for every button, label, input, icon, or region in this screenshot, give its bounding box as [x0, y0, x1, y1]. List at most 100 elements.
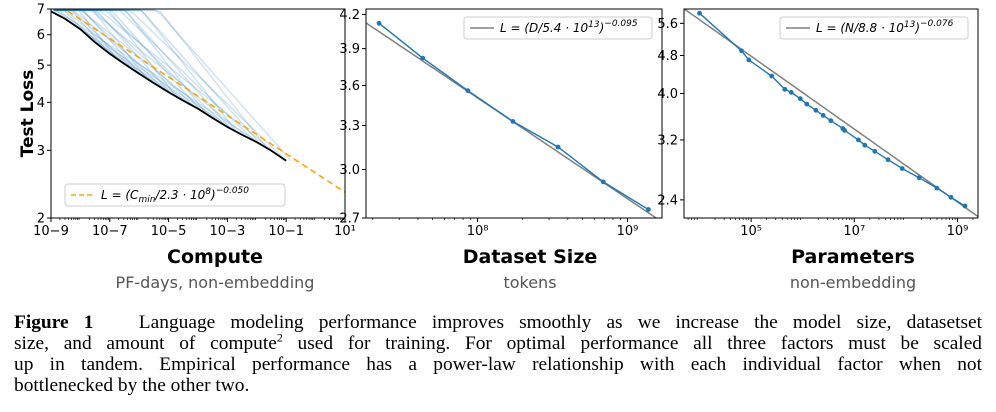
data-point [646, 207, 651, 212]
learning-curve [53, 9, 208, 115]
learning-curve [53, 9, 178, 98]
panel-3-xlabel: Parameters [791, 246, 915, 268]
legend-box [64, 183, 286, 207]
legend-exponent: −0.095 [604, 19, 638, 29]
legend-text: L = (C [101, 188, 139, 202]
data-point [872, 148, 878, 154]
x-tick-label: 10⁷ [843, 224, 865, 239]
legend-paren: ) [914, 21, 920, 35]
x-tick-label: 10⁵ [740, 224, 762, 239]
learning-curve [53, 9, 190, 105]
data-point [697, 10, 702, 16]
panel-3-subtitle: non-embedding [789, 273, 917, 292]
caption-text-2a: size, and amount of compute [14, 333, 277, 354]
data-point [820, 113, 826, 118]
learning-curve [53, 9, 202, 111]
panel-1-xlabel: Compute [167, 246, 263, 268]
panel-2-xlabel: Dataset Size [462, 246, 598, 268]
x-tick-label: 10⁹ [617, 224, 639, 239]
y-tick-label: 6 [37, 28, 45, 43]
y-tick-label: 4.0 [657, 87, 678, 102]
data-point [962, 203, 968, 209]
y-tick-label: 3.6 [339, 79, 360, 94]
data-point [856, 137, 861, 143]
y-tick-label: 4 [37, 96, 45, 111]
caption-line-4: bottlenecked by the other two. [14, 375, 250, 396]
data-point [842, 127, 847, 133]
x-tick-label: 10−3 [210, 224, 246, 239]
data-point [797, 96, 803, 102]
learning-curve [53, 11, 244, 136]
legend-label: L = (Cmin/2.3 · 108)−0.050 [101, 186, 249, 205]
learning-curve [53, 9, 172, 94]
figure-plots: 10−9 10−7 10−5 10−3 10−1 10¹ 2 3 4 5 6 7 L = (Cmin/2… [18, 3, 979, 240]
data-point [934, 185, 940, 191]
data-point [804, 101, 810, 107]
data-point [862, 142, 868, 148]
data-point [948, 194, 954, 200]
panel-2-subtitle: tokens [503, 273, 557, 292]
caption-line-3: up in tandem. Empirical performance has … [14, 354, 982, 375]
legend-paren: ) [210, 188, 216, 202]
data-point [376, 20, 382, 26]
caption-text-1: Language modeling performance improves s… [138, 312, 982, 333]
learning-curve [53, 9, 250, 139]
learning-curve [53, 9, 292, 162]
x-tick-label: 10−1 [268, 224, 304, 239]
legend-text-post: /2.3 · 10 [154, 188, 205, 202]
legend-label: L = (N/8.8 · 1013)−0.076 [816, 19, 954, 35]
learning-curve [53, 9, 129, 68]
legend-box [779, 16, 969, 40]
data-line [699, 12, 966, 207]
data-point [739, 48, 744, 54]
data-point [916, 175, 922, 181]
fit-line [63, 9, 345, 193]
learning-curve [53, 9, 135, 71]
panel-1-chart: 10−9 10−7 10−5 10−3 10−1 10¹ 2 3 4 5 6 7 L = (Cmin/2… [18, 3, 356, 240]
learning-curve [53, 9, 117, 59]
learning-curve [53, 9, 165, 91]
learning-curve [53, 9, 286, 161]
x-tick-label: 10−5 [151, 224, 187, 239]
learning-curve [53, 9, 111, 55]
learning-curve [53, 9, 226, 126]
data-point [885, 157, 891, 163]
caption-line-1: Figure 1 Language modeling performance i… [14, 312, 982, 333]
data-point [746, 57, 752, 63]
figure-1: 10−9 10−7 10−5 10−3 10−1 10¹ 2 3 4 5 6 7 L = (Cmin/2… [18, 3, 979, 292]
panel-2-chart: 10⁸ 10⁹ 2.7 3.0 3.3 3.6 3.9 4.2 L = (D/5.4 · 101… [339, 8, 663, 239]
compute-frontier-line [51, 10, 287, 162]
learning-curve [53, 9, 238, 133]
y-tick-label: 4.8 [657, 49, 678, 64]
legend-exponent-base: 8 [205, 187, 211, 197]
legend-exponent: −0.050 [216, 186, 250, 196]
learning-curve [53, 9, 232, 130]
data-point [788, 90, 794, 95]
panel-3-legend: L = (N/8.8 · 1013)−0.076 [779, 16, 969, 40]
learning-curve [53, 9, 105, 50]
x-tick-label: 10¹ [334, 224, 356, 239]
panel-1-frame [50, 8, 346, 219]
learning-curve [53, 9, 141, 75]
data-point [828, 118, 834, 124]
y-tick-label: 2 [37, 212, 45, 227]
x-tick-label: 10−7 [92, 224, 128, 239]
learning-curves [53, 9, 292, 162]
learning-curve [53, 9, 256, 142]
y-tick-label: 5.6 [657, 17, 678, 32]
y-tick-label: 5 [37, 59, 45, 74]
footnote-marker[interactable]: 2 [276, 330, 283, 345]
legend-exponent: −0.076 [920, 19, 954, 29]
learning-curve [53, 9, 159, 87]
data-point [899, 166, 905, 171]
fit-line [684, 9, 978, 218]
learning-curve [53, 9, 196, 108]
y-tick-label: 4.2 [339, 8, 360, 23]
x-tick-label: 10⁸ [467, 224, 489, 239]
legend-exponent-base: 13 [904, 20, 916, 30]
y-axis-label: Test Loss [18, 70, 38, 158]
learning-curve [53, 12, 214, 119]
panel-3-plot-area [684, 9, 978, 218]
data-point [769, 73, 774, 79]
data-point [600, 179, 606, 185]
